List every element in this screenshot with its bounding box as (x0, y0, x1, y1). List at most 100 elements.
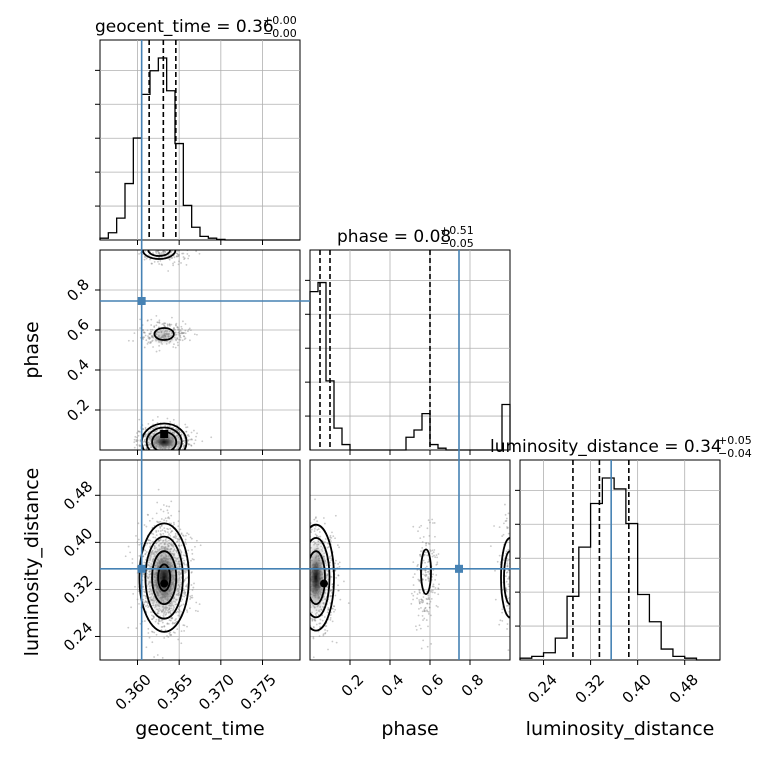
sample-point (412, 598, 414, 601)
sample-point (174, 247, 176, 249)
sample-point (427, 570, 430, 573)
sample-point (304, 534, 306, 536)
sample-point (161, 323, 164, 326)
sample-point (313, 518, 316, 521)
contour-phase-mid-0 (153, 327, 175, 341)
sample-point (489, 545, 492, 547)
xtick-label: 0.24 (524, 671, 560, 707)
sample-point (179, 329, 182, 332)
ytick-label: 0.40 (60, 524, 96, 560)
sample-point (174, 534, 177, 537)
sample-point (425, 574, 428, 576)
sample-point (413, 573, 416, 575)
sample-point (153, 656, 155, 658)
sample-point (147, 627, 150, 630)
contour-distance-phase-low-0 (310, 550, 326, 606)
sample-point (190, 571, 193, 573)
sample-point (150, 452, 152, 454)
sample-point (516, 622, 518, 624)
sample-point (196, 333, 198, 336)
sample-point (437, 587, 440, 590)
sample-point (164, 629, 167, 632)
sample-point (510, 554, 512, 556)
sample-point (139, 444, 142, 447)
sample-point (431, 585, 434, 588)
sample-point (172, 536, 175, 539)
sample-point (135, 627, 138, 630)
sample-point (424, 569, 427, 572)
sample-point (192, 586, 195, 589)
sample-point (187, 257, 190, 260)
sample-point (337, 574, 340, 577)
sample-point (142, 329, 145, 332)
sample-point (137, 538, 140, 541)
sample-point (174, 537, 177, 540)
sample-point (170, 250, 173, 252)
sample-point (148, 430, 151, 433)
sample-point (164, 530, 167, 533)
sample-point (312, 625, 315, 628)
sample-point (513, 586, 515, 588)
sample-point (308, 552, 310, 554)
sample-point (163, 323, 165, 326)
sample-point (183, 572, 186, 574)
sample-point (131, 562, 134, 564)
sample-point (158, 319, 161, 322)
sample-point (189, 598, 192, 600)
sample-point (161, 621, 164, 624)
sample-point (419, 537, 422, 539)
sample-point (177, 429, 180, 431)
sample-point (173, 261, 176, 264)
sample-point (143, 331, 145, 334)
sample-point (139, 318, 142, 321)
sample-point (190, 431, 193, 434)
sample-point (144, 549, 147, 552)
sample-point (184, 591, 187, 594)
histogram-step-geocent_time (99, 57, 300, 241)
sample-point (506, 565, 509, 568)
sample-point (511, 562, 513, 564)
sample-point (305, 591, 307, 593)
sample-point (165, 519, 168, 522)
sample-point (427, 560, 430, 563)
ytick-label: 0.48 (60, 477, 96, 513)
sample-point (175, 621, 177, 624)
sample-point (135, 440, 138, 443)
sample-point (429, 521, 431, 524)
sample-point (431, 549, 434, 552)
sample-point (304, 579, 306, 581)
sample-point (146, 542, 148, 545)
sample-point (157, 530, 160, 532)
sample-point (308, 581, 310, 583)
sample-point (191, 558, 194, 560)
sample-point (181, 595, 184, 597)
sample-point (300, 587, 302, 589)
sample-point (308, 513, 310, 515)
sample-point (138, 445, 141, 448)
sample-point (176, 326, 179, 328)
sample-point (507, 577, 510, 580)
sample-point (171, 257, 174, 259)
sample-point (143, 620, 146, 622)
sample-point (182, 440, 185, 442)
sample-point (164, 237, 166, 239)
sample-point (306, 540, 308, 542)
sample-point (329, 618, 332, 621)
xtick-label: 0.375 (237, 671, 280, 714)
sample-point (112, 456, 114, 458)
sample-point (138, 602, 140, 605)
sample-point (305, 638, 307, 640)
sample-point (157, 452, 159, 454)
sample-point (308, 643, 310, 645)
sample-point (419, 580, 421, 582)
sample-point (516, 580, 518, 582)
sample-point (186, 248, 188, 250)
sample-point (168, 323, 171, 326)
sample-point (430, 590, 433, 593)
sample-point (166, 527, 169, 530)
sample-point (152, 346, 154, 348)
sample-point (417, 578, 420, 581)
sample-point (187, 443, 190, 446)
sample-point (142, 555, 145, 558)
sample-point (144, 256, 147, 258)
